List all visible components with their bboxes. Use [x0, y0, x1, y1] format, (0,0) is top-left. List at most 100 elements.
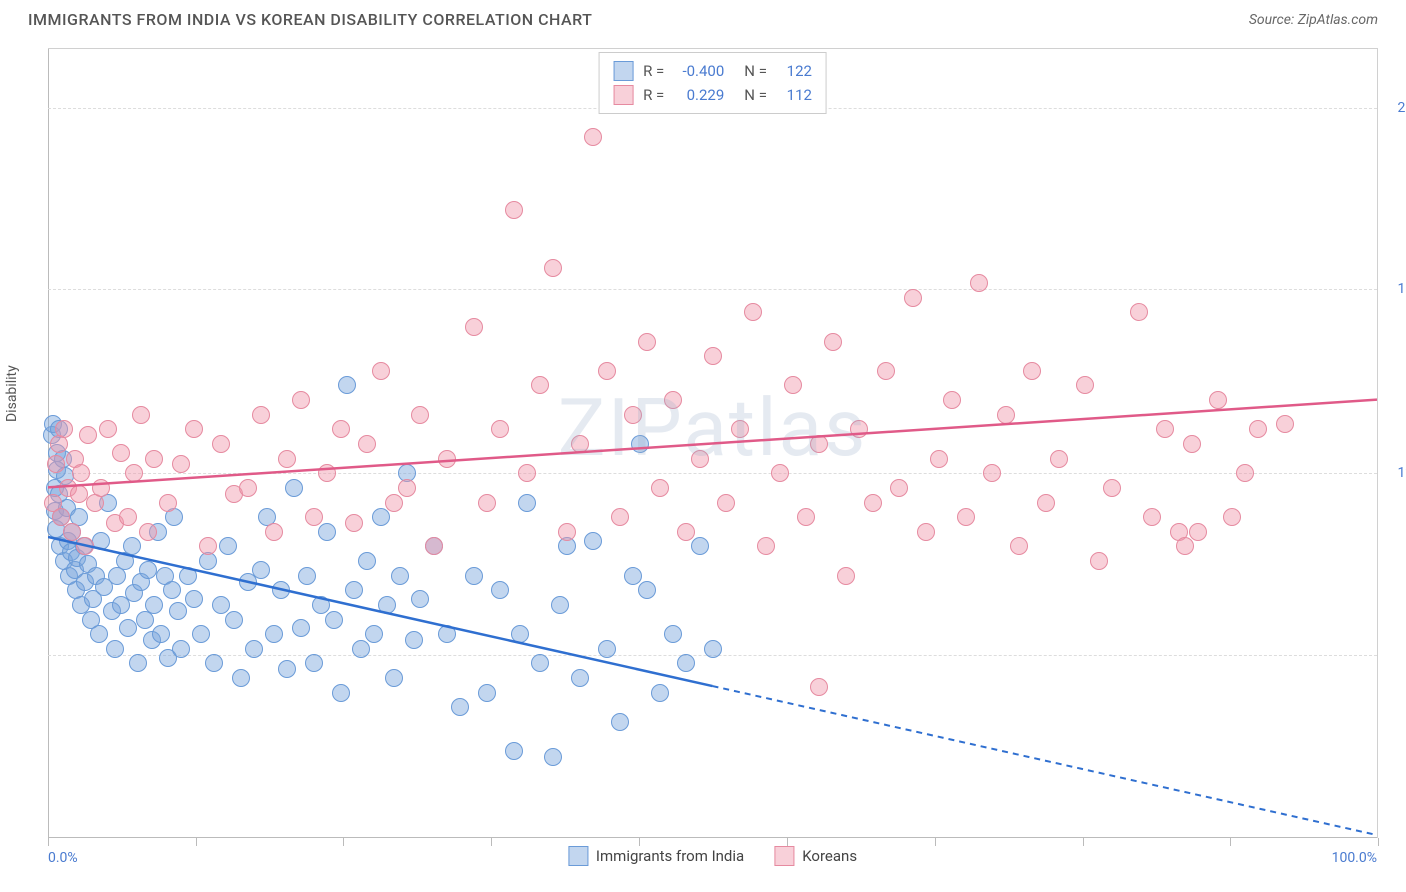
scatter-point: [638, 333, 656, 351]
scatter-point: [810, 435, 828, 453]
scatter-point: [411, 406, 429, 424]
scatter-point: [405, 631, 423, 649]
scatter-point: [179, 567, 197, 585]
scatter-point: [219, 537, 237, 555]
scatter-point: [584, 128, 602, 146]
scatter-point: [278, 450, 296, 468]
scatter-point: [332, 684, 350, 702]
scatter-point: [265, 523, 283, 541]
x-tick: [196, 838, 197, 846]
legend-row: R =-0.400N =122: [613, 59, 812, 83]
scatter-point: [558, 523, 576, 541]
scatter-point: [511, 625, 529, 643]
scatter-point: [72, 464, 90, 482]
legend-swatch: [613, 85, 633, 105]
scatter-point: [544, 259, 562, 277]
scatter-point: [285, 479, 303, 497]
scatter-point: [345, 514, 363, 532]
scatter-point: [677, 654, 695, 672]
scatter-point: [99, 420, 117, 438]
scatter-point: [212, 596, 230, 614]
scatter-point: [332, 420, 350, 438]
scatter-point: [1236, 464, 1254, 482]
legend-r-value: 0.229: [674, 83, 724, 107]
scatter-point: [571, 669, 589, 687]
scatter-point: [305, 508, 323, 526]
y-tick-label: 12.5%: [1385, 465, 1406, 481]
scatter-point: [139, 561, 157, 579]
scatter-point: [478, 684, 496, 702]
scatter-point: [638, 581, 656, 599]
scatter-point: [1276, 415, 1294, 433]
scatter-point: [245, 640, 263, 658]
scatter-point: [438, 450, 456, 468]
header: IMMIGRANTS FROM INDIA VS KOREAN DISABILI…: [0, 0, 1406, 37]
scatter-point: [518, 464, 536, 482]
scatter-point: [704, 640, 722, 658]
scatter-point: [106, 640, 124, 658]
scatter-point: [531, 376, 549, 394]
scatter-point: [744, 303, 762, 321]
scatter-point: [877, 362, 895, 380]
scatter-point: [152, 625, 170, 643]
legend-n-label: N =: [744, 59, 767, 83]
scatter-point: [651, 684, 669, 702]
scatter-point: [1103, 479, 1121, 497]
legend-row: R =0.229N =112: [613, 83, 812, 107]
scatter-point: [465, 318, 483, 336]
scatter-point: [797, 508, 815, 526]
scatter-point: [76, 537, 94, 555]
scatter-point: [505, 201, 523, 219]
series-legend: Immigrants from IndiaKoreans: [568, 846, 857, 866]
scatter-point: [890, 479, 908, 497]
scatter-point: [1209, 391, 1227, 409]
scatter-point: [611, 713, 629, 731]
x-tick: [1378, 838, 1379, 846]
scatter-point: [1176, 537, 1194, 555]
scatter-point: [771, 464, 789, 482]
scatter-point: [1249, 420, 1267, 438]
scatter-point: [132, 406, 150, 424]
scatter-point: [278, 660, 296, 678]
scatter-point: [212, 435, 230, 453]
scatter-point: [904, 289, 922, 307]
scatter-point: [169, 602, 187, 620]
scatter-point: [598, 362, 616, 380]
scatter-point: [1143, 508, 1161, 526]
scatter-point: [531, 654, 549, 672]
legend-n-label: N =: [744, 83, 767, 107]
scatter-point: [298, 567, 316, 585]
scatter-point: [358, 435, 376, 453]
scatter-point: [425, 537, 443, 555]
scatter-point: [352, 640, 370, 658]
scatter-point: [119, 619, 137, 637]
scatter-point: [1090, 552, 1108, 570]
scatter-point: [372, 508, 390, 526]
scatter-point: [465, 567, 483, 585]
scatter-point: [63, 523, 81, 541]
scatter-point: [1076, 376, 1094, 394]
scatter-point: [90, 625, 108, 643]
scatter-point: [391, 567, 409, 585]
y-tick-label: 25.0%: [1385, 100, 1406, 116]
scatter-point: [491, 581, 509, 599]
scatter-point: [119, 508, 137, 526]
x-axis-min-label: 0.0%: [48, 850, 78, 866]
scatter-point: [265, 625, 283, 643]
scatter-point: [139, 523, 157, 541]
plot-area: 6.3%12.5%18.8%25.0%: [48, 49, 1377, 838]
scatter-point: [112, 444, 130, 462]
scatter-point: [491, 420, 509, 438]
legend-n-value: 122: [777, 59, 812, 83]
scatter-point: [55, 420, 73, 438]
scatter-point: [185, 420, 203, 438]
scatter-point: [943, 391, 961, 409]
scatter-point: [232, 669, 250, 687]
scatter-point: [318, 523, 336, 541]
scatter-point: [704, 347, 722, 365]
scatter-point: [312, 596, 330, 614]
scatter-point: [1010, 537, 1028, 555]
scatter-point: [345, 581, 363, 599]
scatter-point: [239, 479, 257, 497]
x-tick: [343, 838, 344, 846]
